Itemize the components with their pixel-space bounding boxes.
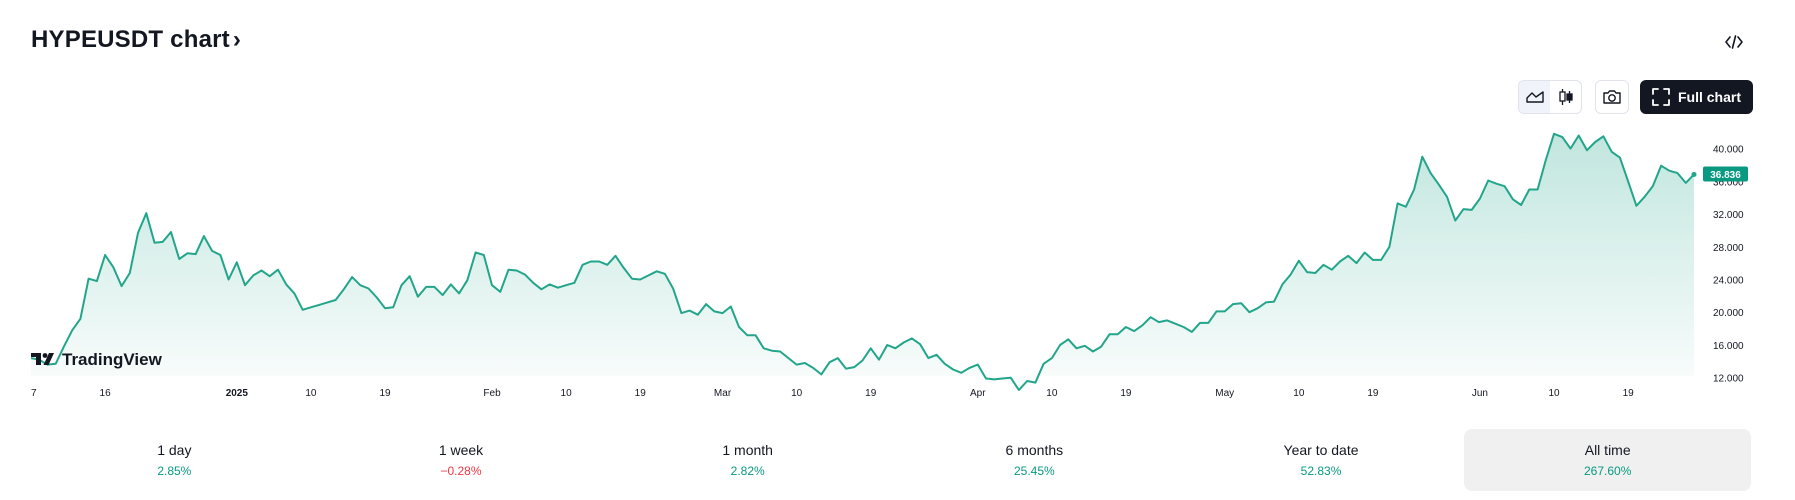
period-change: −0.28% (440, 464, 482, 478)
chevron-right-icon[interactable]: › (232, 25, 241, 53)
period-year-to-date[interactable]: Year to date 52.83% (1178, 429, 1465, 491)
full-chart-label: Full chart (1677, 89, 1741, 105)
price-chart[interactable]: 12.000 16.000 20.000 24.000 28.000 32.000 36.0… (0, 0, 1795, 410)
period-change: 2.85% (157, 464, 192, 478)
x-axis-tick-label: 7 (31, 388, 37, 399)
period-change: 267.60% (1584, 464, 1632, 478)
x-axis-tick-label: 19 (1367, 388, 1379, 399)
period-label: 1 day (157, 442, 192, 458)
chart-title-link[interactable]: HYPEUSDT chart › (31, 26, 241, 54)
period-change: 25.45% (1014, 464, 1055, 478)
y-axis-tick-label: 16.000 (1713, 341, 1744, 352)
x-axis-tick-label: Apr (970, 388, 986, 399)
period-change: 52.83% (1300, 464, 1342, 478)
x-axis-tick-label: 16 (100, 388, 112, 399)
y-axis-tick-label: 28.000 (1713, 243, 1744, 254)
y-axis-tick-label: 24.000 (1713, 276, 1744, 287)
candlestick-button[interactable] (1550, 81, 1581, 113)
period-label: 1 month (722, 442, 773, 458)
price-line (30, 132, 1695, 391)
y-axis-tick-label: 36.000 (1713, 177, 1744, 188)
x-axis-tick-label: 10 (1548, 388, 1560, 399)
period-1-day[interactable]: 1 day 2.85% (31, 429, 318, 491)
x-axis-tick-label: 10 (305, 388, 317, 399)
last-price-dot (1691, 171, 1697, 177)
last-price-text: 36.836 (1710, 170, 1741, 181)
period-label: 1 week (438, 442, 484, 458)
period-1-week[interactable]: 1 week −0.28% (318, 429, 605, 491)
period-label: All time (1584, 442, 1631, 458)
chart-title[interactable]: HYPEUSDT chart (31, 26, 230, 53)
price-area-fill (31, 133, 1694, 391)
x-axis-tick-label: May (1215, 388, 1234, 399)
tradingview-logo[interactable]: TradingView (31, 350, 163, 369)
x-axis-tick-label: 19 (865, 388, 877, 399)
period-all-time[interactable]: All time 267.60% (1464, 429, 1752, 491)
last-price-badge: 36.836 (1703, 166, 1748, 182)
snapshot-button[interactable] (1595, 80, 1629, 114)
period-label: Year to date (1283, 442, 1359, 458)
x-axis-tick-label: 10 (791, 388, 803, 399)
performance-periods: 1 day 2.85% 1 week −0.28% 1 month 2.82% 6 mont… (31, 429, 1752, 491)
area-chart-icon (1525, 91, 1544, 103)
x-axis-tick-label: 19 (1623, 388, 1635, 399)
x-axis-tick-label: 19 (379, 388, 391, 399)
x-axis-tick-label: Mar (714, 388, 732, 399)
tradingview-logo-text: TradingView (62, 350, 163, 369)
expand-icon (1652, 88, 1670, 106)
chart-style-group (1518, 80, 1582, 114)
area-chart-button[interactable] (1519, 81, 1550, 113)
x-axis-tick-label: 19 (1120, 388, 1132, 399)
y-axis-tick-label: 12.000 (1713, 374, 1744, 385)
chart-toolbar: Full chart (1518, 80, 1753, 114)
x-axis-tick-label: Jun (1472, 388, 1488, 399)
tradingview-logo-icon (31, 353, 54, 365)
full-chart-button[interactable]: Full chart (1640, 80, 1753, 114)
x-axis-tick-label: 19 (635, 388, 647, 399)
x-axis-tick-label: 2025 (226, 388, 249, 399)
x-axis-tick-label: 10 (1046, 388, 1058, 399)
y-axis-tick-label: 40.000 (1713, 145, 1744, 156)
period-1-month[interactable]: 1 month 2.82% (604, 429, 891, 491)
x-axis-tick-label: 10 (561, 388, 573, 399)
camera-icon (1603, 90, 1621, 104)
period-label: 6 months (1005, 442, 1064, 458)
x-axis-tick-label: Feb (483, 388, 501, 399)
period-6-months[interactable]: 6 months 25.45% (891, 429, 1178, 491)
period-change: 2.82% (730, 464, 765, 478)
y-axis-tick-label: 32.000 (1713, 210, 1744, 221)
x-axis-tick-label: 10 (1293, 388, 1305, 399)
code-icon[interactable] (1722, 30, 1746, 54)
y-axis-tick-label: 20.000 (1713, 308, 1744, 319)
candlestick-icon (1558, 89, 1573, 105)
